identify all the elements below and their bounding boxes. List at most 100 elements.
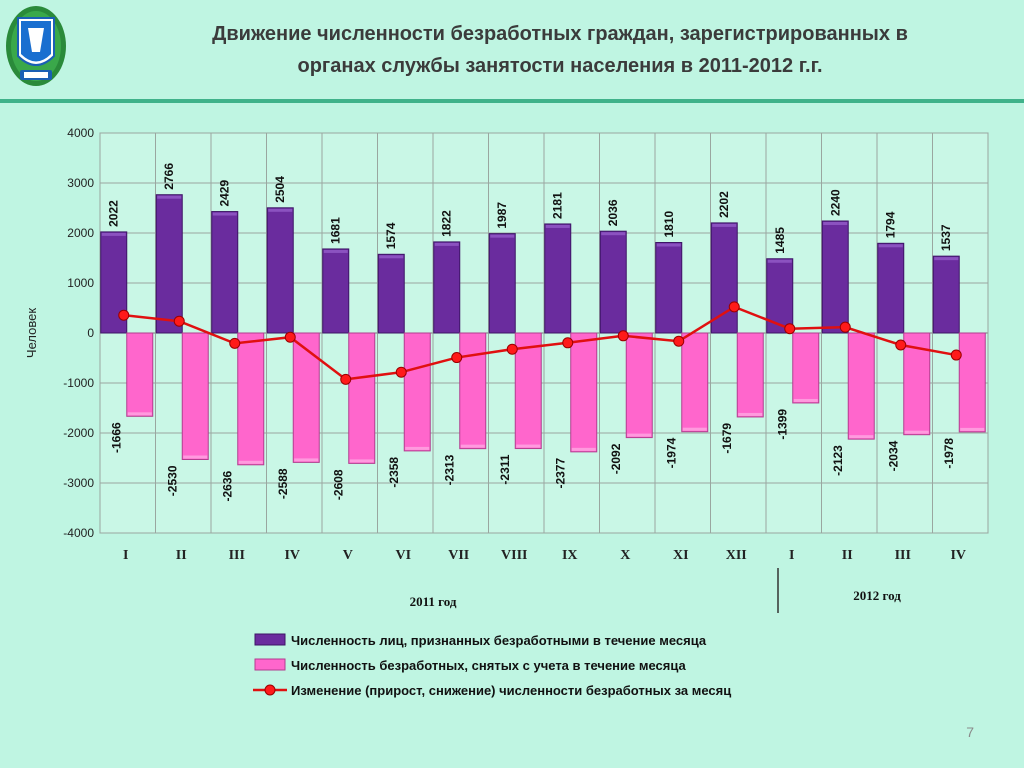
change-point (173, 315, 185, 327)
data-labels: 2022 2766 2429 2504 1681 1574 1822 1987 2181 2036… (107, 163, 957, 502)
data-label-removed: -1399 (776, 409, 790, 440)
bar-registered-highlight (212, 212, 237, 216)
bar-removed (403, 332, 431, 452)
bar-removed-highlight (960, 427, 985, 431)
change-point (784, 323, 796, 335)
bar-registered-highlight (823, 222, 848, 225)
bar-removed-highlight (294, 458, 319, 462)
y-tick-label: -3000 (63, 476, 94, 490)
data-label-removed: -1974 (665, 437, 679, 468)
bar-removed-highlight (627, 433, 652, 437)
change-point (728, 301, 740, 313)
legend: Численность лиц, признанных безработными… (253, 633, 731, 698)
bar-registered-highlight (434, 242, 459, 246)
y-tick-label: -1000 (63, 376, 94, 390)
bar-removed (625, 332, 653, 439)
legend-label: Численность лиц, признанных безработными… (291, 633, 707, 648)
bar-registered-highlight (767, 259, 792, 263)
data-label-registered: 1537 (939, 224, 953, 251)
data-label-registered: 2240 (828, 189, 842, 216)
y-tick-label: 3000 (67, 176, 94, 190)
x-tick-label: XII (726, 548, 747, 563)
data-label-registered: 1574 (384, 222, 398, 249)
x-tick-label: V (343, 548, 353, 563)
x-tick-label: I (789, 548, 794, 563)
bar-registered-highlight (878, 244, 903, 248)
data-label-registered: 1822 (440, 210, 454, 237)
x-tick-label: IX (562, 548, 578, 563)
y-tick-label: -4000 (63, 526, 94, 540)
bar-removed-highlight (349, 459, 374, 463)
change-point (617, 330, 629, 342)
bar-removed-highlight (571, 447, 596, 451)
x-tick-label: II (176, 548, 187, 563)
x-tick-label: VII (448, 548, 469, 563)
year-groups: 2011 год 2012 год (410, 568, 901, 613)
data-label-registered: 2022 (107, 200, 121, 227)
x-tick-label: XI (673, 548, 689, 563)
data-label-registered: 2429 (218, 180, 232, 207)
bar-removed-highlight (793, 398, 818, 402)
data-label-registered: 2202 (717, 191, 731, 218)
bar-removed (736, 332, 764, 418)
data-label-registered: 1794 (884, 211, 898, 238)
year-group-label: 2011 год (410, 594, 457, 609)
legend-label: Изменение (прирост, снижение) численност… (291, 683, 731, 698)
bar-removed-highlight (516, 444, 541, 448)
y-tick-label: 4000 (67, 126, 94, 140)
data-label-removed: -2313 (443, 454, 457, 485)
bar-registered-highlight (601, 232, 626, 236)
data-label-registered: 1810 (662, 210, 676, 237)
change-line (118, 301, 962, 385)
x-tick-label: I (123, 548, 128, 563)
x-tick-label: IV (950, 548, 966, 563)
bar-removed (348, 332, 376, 464)
page-title: Движение численности безработных граждан… (120, 18, 1000, 82)
data-label-removed: -2608 (332, 469, 346, 500)
page-title-line-2: органах службы занятости населения в 201… (297, 55, 823, 77)
change-point (284, 331, 296, 343)
change-point (950, 349, 962, 361)
data-label-removed: -2636 (221, 470, 235, 501)
x-tick-label: X (620, 548, 630, 563)
change-point (562, 337, 574, 349)
bar-registered-highlight (157, 195, 182, 199)
x-axis-ticks: I II III IV V VI VII VIII IX X XI XII I II III IV (123, 548, 966, 563)
bar-registered (211, 211, 239, 334)
bar-registered-highlight (712, 223, 737, 227)
bar-removed (847, 332, 875, 440)
bar-registered-highlight (268, 208, 293, 212)
data-label-registered: 1987 (495, 202, 509, 229)
bar-removed (181, 332, 209, 460)
bar-removed (237, 332, 265, 466)
x-tick-label: III (895, 548, 911, 563)
bar-removed (792, 332, 820, 404)
bar-registered-highlight (545, 224, 570, 228)
data-label-registered: 1681 (329, 217, 343, 244)
data-label-registered: 2181 (551, 192, 565, 219)
bar-removed (681, 332, 709, 433)
x-tick-label: VIII (501, 548, 527, 563)
y-tick-label: 1000 (67, 276, 94, 290)
change-point (895, 339, 907, 351)
bar-registered (377, 253, 405, 334)
bar-registered (821, 220, 849, 334)
legend-swatch (254, 658, 286, 671)
bar-registered (710, 222, 738, 334)
bar-registered (488, 233, 516, 334)
bar-removed-highlight (460, 444, 485, 448)
change-point (340, 373, 352, 385)
legend-swatch (254, 633, 286, 646)
legend-swatch-marker (264, 684, 276, 696)
bar-registered-highlight (101, 232, 126, 236)
bar-registered (544, 223, 572, 334)
data-label-removed: -2530 (165, 465, 179, 496)
bar-removed-highlight (405, 446, 430, 450)
coat-of-arms-emblem-icon (6, 6, 66, 86)
bar-registered-highlight (490, 234, 515, 238)
bar-registered (932, 255, 960, 334)
x-tick-label: IV (284, 548, 300, 563)
data-label-removed: -2311 (498, 454, 512, 484)
bar-removed (292, 332, 320, 463)
